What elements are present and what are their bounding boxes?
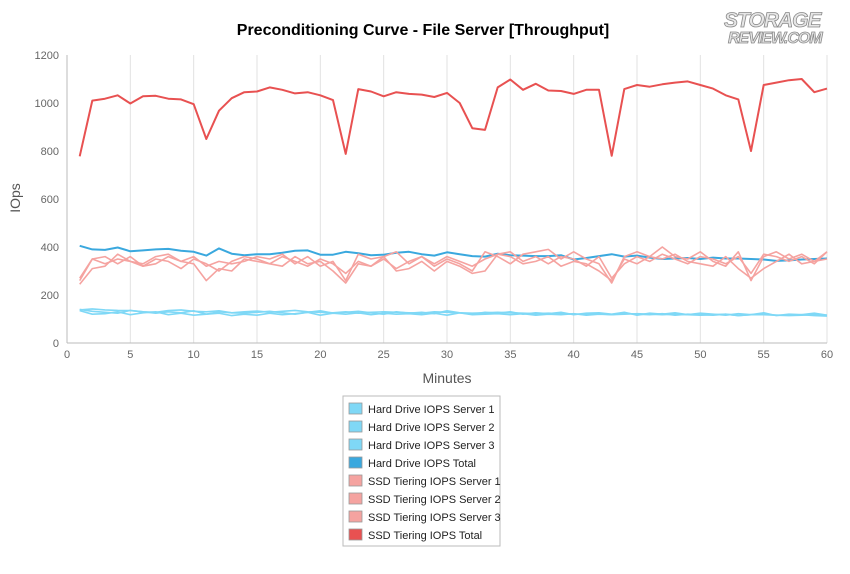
x-tick-label: 45: [631, 349, 643, 361]
x-tick-label: 10: [188, 349, 200, 361]
series-line-5: [79, 246, 828, 284]
y-axis-title: IOps: [7, 183, 23, 213]
y-tick-label: 400: [41, 242, 59, 254]
legend-label: Hard Drive IOPS Server 1: [368, 404, 495, 416]
x-tick-label: 60: [821, 349, 833, 361]
legend-label: SSD Tiering IOPS Total: [368, 530, 482, 542]
series-line-6: [79, 251, 828, 282]
x-tick-label: 55: [758, 349, 770, 361]
legend-swatch: [348, 456, 363, 469]
series-line-8: [78, 78, 828, 157]
y-tick-label: 800: [41, 146, 59, 158]
x-tick-label: 35: [504, 349, 516, 361]
logo-line2: REVIEW.COM: [728, 30, 823, 47]
series-line-3: [79, 308, 828, 317]
chart-title: Preconditioning Curve - File Server [Thr…: [237, 22, 609, 39]
x-tick-label: 40: [568, 349, 580, 361]
legend-swatch: [348, 528, 363, 541]
x-axis-title: Minutes: [422, 370, 471, 386]
legend-swatch: [348, 474, 363, 487]
y-tick-label: 200: [41, 290, 59, 302]
legend-swatch: [348, 492, 363, 505]
legend-label: SSD Tiering IOPS Server 1: [368, 476, 501, 488]
series-line-7: [79, 253, 828, 285]
y-tick-labels: 0 200 400 600 800 1000 1200: [35, 50, 59, 350]
legend-label: Hard Drive IOPS Server 2: [368, 422, 495, 434]
series-line-4: [79, 244, 828, 262]
logo: STORAGE REVIEW.COM: [724, 9, 825, 48]
legend-swatch: [348, 438, 363, 451]
y-tick-label: 1200: [35, 50, 59, 62]
x-tick-label: 15: [251, 349, 263, 361]
axes: [66, 55, 827, 344]
legend-swatch: [348, 510, 363, 523]
legend: Hard Drive IOPS Server 1 Hard Drive IOPS …: [342, 395, 501, 547]
legend-swatch: [348, 420, 363, 433]
legend-label: Hard Drive IOPS Total: [368, 458, 476, 470]
x-tick-label: 5: [127, 349, 133, 361]
legend-swatch: [348, 402, 363, 415]
x-tick-label: 30: [441, 349, 453, 361]
x-tick-label: 50: [694, 349, 706, 361]
x-tick-label: 25: [378, 349, 390, 361]
series-lines: [78, 78, 828, 317]
legend-label: SSD Tiering IOPS Server 3: [368, 512, 501, 524]
legend-label: Hard Drive IOPS Server 3: [368, 440, 495, 452]
legend-box: [342, 395, 501, 547]
y-tick-label: 0: [53, 338, 59, 350]
x-tick-labels: 0 5 10 15 20 25 30 35 40 45 50 55 60: [64, 349, 833, 361]
logo-line1: STORAGE: [724, 9, 822, 32]
grid: [129, 55, 828, 343]
legend-label: SSD Tiering IOPS Server 2: [368, 494, 501, 506]
x-tick-label: 20: [314, 349, 326, 361]
y-tick-label: 600: [41, 194, 59, 206]
x-tick-label: 0: [64, 349, 70, 361]
y-tick-label: 1000: [35, 98, 59, 110]
